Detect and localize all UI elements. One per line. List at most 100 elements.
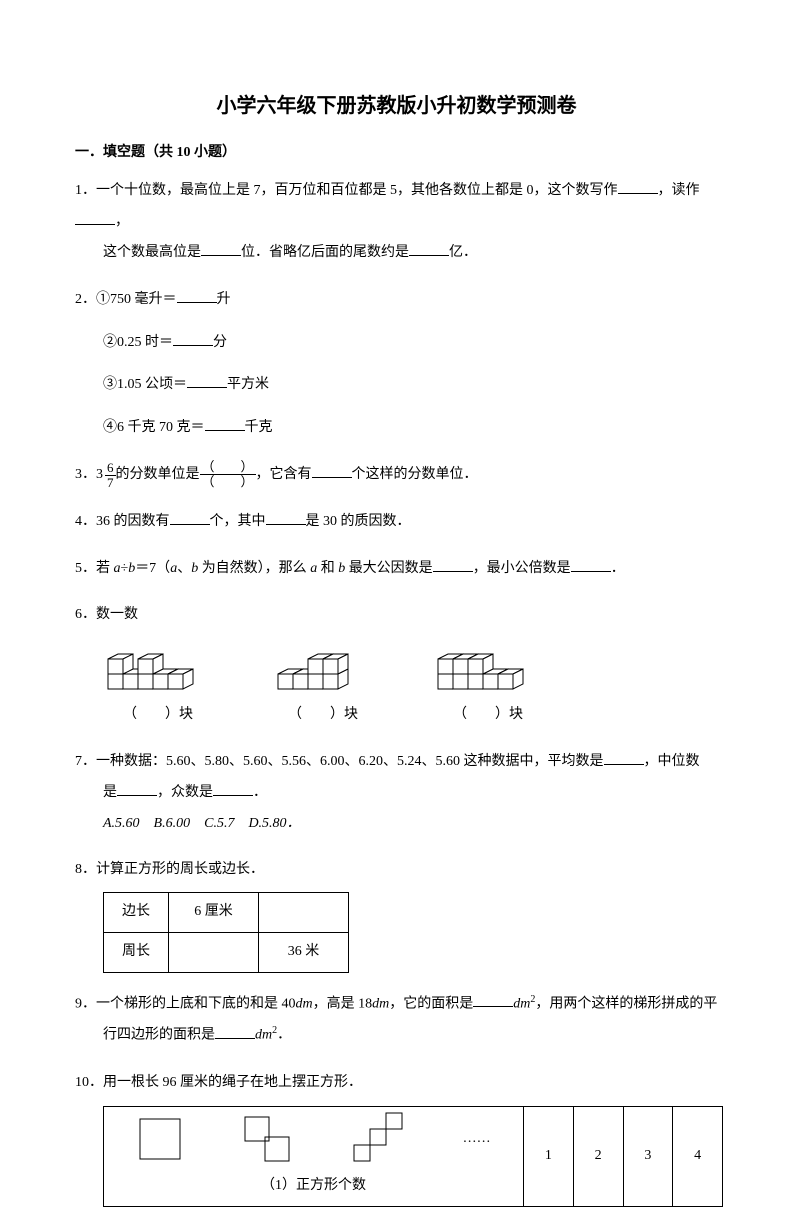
q1-t3: ， — [115, 214, 129, 229]
blank[interactable] — [117, 782, 157, 796]
q2-num: 2． — [75, 292, 96, 307]
q7-t3: 是 — [103, 785, 117, 800]
q3-t3: 个这样的分数单位． — [352, 467, 478, 482]
q5-t4: 、 — [177, 561, 191, 576]
unit-dm2: dm — [513, 996, 530, 1011]
q1-t1: 一个十位数，最高位上是 7，百万位和百位都是 5，其他各数位上都是 0，这个数写… — [96, 183, 618, 198]
cubes-caption: （ ）块 — [273, 700, 373, 731]
q5-num: 5． — [75, 561, 96, 576]
cell[interactable] — [169, 932, 259, 972]
blank[interactable] — [409, 242, 449, 256]
q8-num: 8． — [75, 862, 96, 877]
q1-t5: 位．省略亿后面的尾数约是 — [241, 245, 409, 260]
page-title: 小学六年级下册苏教版小升初数学预测卷 — [75, 90, 718, 122]
cubes-caption: （ ）块 — [103, 700, 213, 731]
q10-caption: （1）正方形个数 — [108, 1171, 519, 1202]
blank[interactable] — [604, 751, 644, 765]
blank[interactable] — [618, 180, 658, 194]
q7-t4: ，众数是 — [157, 785, 213, 800]
q1-num: 1． — [75, 183, 96, 198]
q9-t1: 一个梯形的上底和下底的和是 40 — [96, 996, 296, 1011]
var-a: a — [114, 561, 121, 576]
q3-t2: ，它含有 — [256, 467, 312, 482]
q2d-post: 千克 — [245, 420, 273, 435]
blank[interactable] — [177, 289, 217, 303]
unit-dm: dm — [372, 996, 389, 1011]
question-4: 4．36 的因数有个，其中是 30 的质因数． — [75, 507, 718, 538]
unit-dm2: dm — [255, 1028, 272, 1043]
question-1: 1．一个十位数，最高位上是 7，百万位和百位都是 5，其他各数位上都是 0，这个… — [75, 176, 718, 268]
q4-t2: 个，其中 — [210, 514, 266, 529]
cell: 周长 — [104, 932, 169, 972]
q5-t3: ＝7（ — [135, 561, 170, 576]
blank[interactable] — [75, 211, 115, 225]
blank-num: （ ） — [200, 460, 256, 475]
question-2: 2．①750 毫升＝升 ②0.25 时＝分 ③1.05 公顷＝平方米 ④6 千克… — [75, 285, 718, 444]
cell: 6 厘米 — [169, 893, 259, 933]
q7-num: 7． — [75, 754, 96, 769]
blank[interactable] — [205, 417, 245, 431]
q9-t3: ，它的面积是 — [389, 996, 473, 1011]
square-3-icon — [350, 1111, 406, 1167]
question-8: 8．计算正方形的周长或边长． 边长 6 厘米 周长 36 米 — [75, 855, 718, 972]
blank[interactable] — [473, 993, 513, 1007]
unit-dm: dm — [296, 996, 313, 1011]
q7-t1: 一种数据：5.60、5.80、5.60、5.56、6.00、6.20、5.24、… — [96, 754, 604, 769]
blank-fraction[interactable]: （ ）（ ） — [200, 460, 256, 490]
q10-t1: 用一根长 96 厘米的绳子在地上摆正方形． — [103, 1075, 362, 1090]
question-6: 6．数一数 （ ）块 — [75, 600, 718, 731]
q10-num: 10． — [75, 1075, 103, 1090]
q2a-post: 升 — [217, 292, 231, 307]
blank[interactable] — [433, 558, 473, 572]
square-1-icon — [136, 1115, 184, 1163]
whole: 3 — [96, 460, 103, 491]
question-7: 7．一种数据：5.60、5.80、5.60、5.56、6.00、6.20、5.2… — [75, 747, 718, 839]
question-3: 3．367的分数单位是（ ）（ ），它含有 个这样的分数单位． — [75, 460, 718, 491]
blank[interactable] — [312, 464, 352, 478]
q5-t9: ． — [611, 561, 625, 576]
cubes-figure-1: （ ）块 — [103, 639, 213, 731]
cell: 36 米 — [259, 932, 349, 972]
q7-t2: ，中位数 — [644, 754, 700, 769]
q7-t5: ． — [253, 785, 267, 800]
mixed-fraction: 367 — [96, 460, 116, 491]
section-header: 一．填空题（共 10 小题） — [75, 142, 718, 164]
q5-t7: 最大公因数是 — [345, 561, 433, 576]
q5-t6: 和 — [317, 561, 338, 576]
blank[interactable] — [173, 332, 213, 346]
blank[interactable] — [170, 511, 210, 525]
blank-den: （ ） — [200, 475, 256, 489]
blank[interactable] — [571, 558, 611, 572]
q3-t1: 的分数单位是 — [116, 467, 200, 482]
dots: …… — [463, 1124, 491, 1155]
numerator: 6 — [105, 461, 116, 476]
q9-t2: ，高是 18 — [313, 996, 373, 1011]
blank[interactable] — [213, 782, 253, 796]
denominator: 7 — [105, 476, 116, 490]
blank[interactable] — [215, 1025, 255, 1039]
table-row: 边长 6 厘米 — [104, 893, 349, 933]
table-row: 周长 36 米 — [104, 932, 349, 972]
cubes-icon — [103, 639, 213, 694]
q2b-pre: ②0.25 时＝ — [103, 335, 173, 350]
blank[interactable] — [201, 242, 241, 256]
square-2-icon — [241, 1113, 293, 1165]
q9-num: 9． — [75, 996, 96, 1011]
q9-t4: ，用两个这样的梯形拼成的平 — [535, 996, 717, 1011]
q7-options: A.5.60 B.6.00 C.5.7 D.5.80． — [75, 809, 718, 840]
q8-t1: 计算正方形的周长或边长． — [96, 862, 264, 877]
cubes-figure-3: （ ）块 — [433, 639, 543, 731]
blank[interactable] — [266, 511, 306, 525]
q1-t4: 这个数最高位是 — [103, 245, 201, 260]
fraction: 67 — [105, 461, 116, 491]
cubes-icon — [433, 639, 543, 694]
q4-t3: 是 30 的质因数． — [306, 514, 411, 529]
q3-num: 3． — [75, 467, 96, 482]
q1-t2: ，读作 — [658, 183, 700, 198]
blank[interactable] — [187, 374, 227, 388]
question-10: 10．用一根长 96 厘米的绳子在地上摆正方形． …… （ — [75, 1068, 718, 1207]
q4-num: 4． — [75, 514, 96, 529]
q1-t6: 亿． — [449, 245, 477, 260]
cell[interactable] — [259, 893, 349, 933]
question-5: 5．若 a÷b＝7（a、b 为自然数），那么 a 和 b 最大公因数是，最小公倍… — [75, 554, 718, 585]
